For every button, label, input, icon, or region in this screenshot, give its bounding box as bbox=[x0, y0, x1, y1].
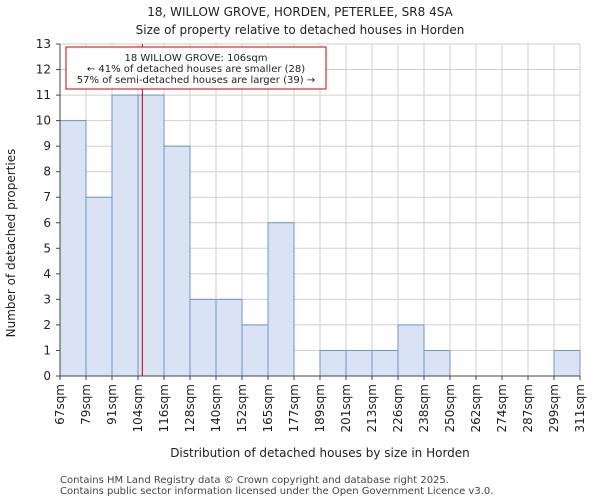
x-tick-label: 201sqm bbox=[339, 384, 353, 432]
bar-128sqm bbox=[189, 298, 217, 377]
bar-201sqm bbox=[345, 349, 373, 377]
x-ticks: 67sqm 79sqm 91sqm 104sqm 116sqm 128sqm 140sqm 1… bbox=[53, 376, 587, 432]
x-tick-label: 104sqm bbox=[131, 384, 145, 432]
x-tick-label: 238sqm bbox=[417, 384, 431, 432]
bar-91sqm bbox=[111, 94, 139, 377]
x-axis-label: Distribution of detached houses by size … bbox=[170, 446, 470, 460]
x-tick-label: 226sqm bbox=[391, 384, 405, 432]
y-tick-label: 12 bbox=[36, 63, 51, 77]
annotation-box: 18 WILLOW GROVE: 106sqm ← 41% of detache… bbox=[65, 46, 327, 90]
bars bbox=[59, 94, 581, 377]
bar-140sqm bbox=[215, 298, 243, 377]
bar-213sqm bbox=[371, 349, 399, 377]
annotation-line-1: 18 WILLOW GROVE: 106sqm bbox=[125, 53, 268, 64]
bar-299sqm bbox=[553, 349, 581, 377]
y-tick-label: 13 bbox=[36, 37, 51, 51]
x-tick-label: 152sqm bbox=[235, 384, 249, 432]
bar-226sqm bbox=[397, 324, 425, 377]
y-tick-label: 7 bbox=[43, 190, 51, 204]
x-tick-label: 287sqm bbox=[521, 384, 535, 432]
x-tick-label: 250sqm bbox=[443, 384, 457, 432]
y-tick-label: 6 bbox=[43, 216, 51, 230]
y-tick-label: 10 bbox=[36, 114, 51, 128]
x-tick-label: 79sqm bbox=[79, 384, 93, 425]
bar-79sqm bbox=[85, 196, 113, 377]
x-tick-label: 262sqm bbox=[469, 384, 483, 432]
bar-165sqm bbox=[267, 222, 295, 377]
x-tick-label: 116sqm bbox=[157, 384, 171, 432]
footer-line-2: Contains public sector information licen… bbox=[60, 486, 493, 497]
x-tick-label: 274sqm bbox=[495, 384, 509, 432]
y-tick-label: 3 bbox=[43, 292, 51, 306]
x-tick-label: 189sqm bbox=[313, 384, 327, 432]
bar-189sqm bbox=[319, 349, 347, 377]
x-tick-label: 128sqm bbox=[183, 384, 197, 432]
chart-title: 18, WILLOW GROVE, HORDEN, PETERLEE, SR8 … bbox=[147, 5, 453, 19]
x-tick-label: 213sqm bbox=[365, 384, 379, 432]
y-tick-label: 1 bbox=[43, 343, 51, 357]
x-tick-label: 140sqm bbox=[209, 384, 223, 432]
x-tick-label: 311sqm bbox=[573, 384, 587, 432]
chart-subtitle: Size of property relative to detached ho… bbox=[136, 23, 465, 37]
y-tick-label: 4 bbox=[43, 267, 51, 281]
bar-67sqm bbox=[59, 120, 87, 377]
annotation-border bbox=[65, 46, 327, 90]
x-tick-label: 299sqm bbox=[547, 384, 561, 432]
annotation-line-2: ← 41% of detached houses are smaller (28… bbox=[87, 64, 305, 75]
x-tick-label: 91sqm bbox=[105, 384, 119, 425]
y-tick-label: 0 bbox=[43, 369, 51, 383]
y-tick-label: 5 bbox=[43, 241, 51, 255]
y-tick-label: 11 bbox=[36, 88, 51, 102]
x-tick-label: 165sqm bbox=[261, 384, 275, 432]
x-tick-label: 177sqm bbox=[287, 384, 301, 432]
y-tick-label: 8 bbox=[43, 165, 51, 179]
y-axis-label: Number of detached properties bbox=[4, 149, 18, 338]
y-tick-label: 9 bbox=[43, 139, 51, 153]
y-tick-label: 2 bbox=[43, 318, 51, 332]
footer-line-1: Contains HM Land Registry data © Crown c… bbox=[60, 475, 449, 486]
bar-238sqm bbox=[423, 349, 451, 377]
bar-116sqm bbox=[163, 145, 191, 377]
annotation-line-3: 57% of semi-detached houses are larger (… bbox=[77, 75, 315, 86]
bar-152sqm bbox=[241, 324, 269, 377]
x-tick-label: 67sqm bbox=[53, 384, 67, 425]
